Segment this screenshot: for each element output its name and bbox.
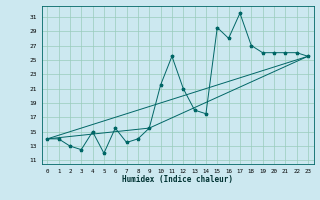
X-axis label: Humidex (Indice chaleur): Humidex (Indice chaleur) (122, 175, 233, 184)
